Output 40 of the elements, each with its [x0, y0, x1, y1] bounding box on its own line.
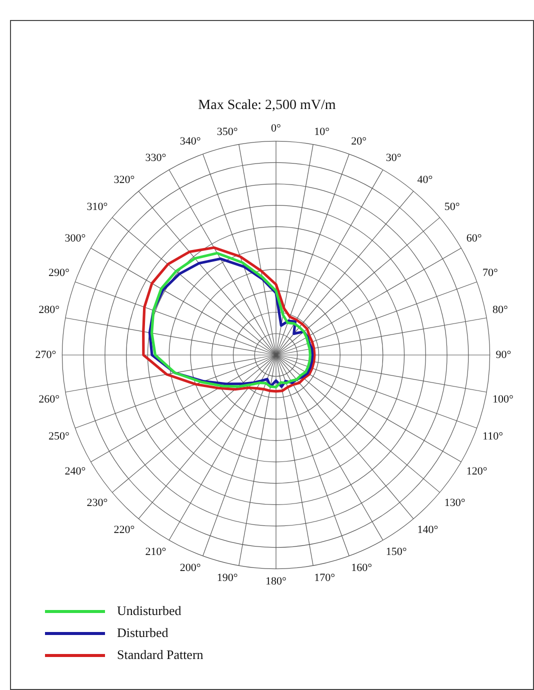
spoke-label: 80° — [492, 304, 508, 316]
spoke-label: 230° — [86, 496, 108, 509]
spoke-label: 310° — [86, 201, 108, 214]
spoke-label: 130° — [444, 496, 466, 509]
spoke-label: 260° — [38, 394, 60, 406]
spoke-label: 250° — [48, 430, 70, 443]
spoke-label: 120° — [466, 465, 488, 478]
spoke-label: 210° — [145, 546, 166, 558]
spoke-label: 330° — [145, 152, 166, 164]
spoke-label: 90° — [496, 348, 512, 361]
spoke-label: 170° — [314, 572, 336, 584]
chart-title: Max Scale: 2,500 mV/m — [197, 98, 337, 114]
spoke-label: 340° — [180, 136, 201, 148]
spoke-label: 200° — [180, 562, 201, 574]
spoke-label: 110° — [482, 430, 504, 443]
spoke-label: 40° — [417, 174, 433, 186]
spoke-label: 100° — [492, 394, 514, 406]
spoke-label: 50° — [444, 201, 460, 214]
spoke-label: 10° — [314, 126, 330, 138]
spoke-label: 140° — [417, 524, 438, 536]
spoke-label: 0° — [271, 122, 281, 134]
spoke-label: 320° — [114, 174, 135, 186]
legend-label: Undisturbed — [117, 603, 182, 619]
spoke-label: 220° — [114, 524, 135, 536]
spoke-label: 20° — [351, 136, 367, 148]
spoke-label: 190° — [216, 572, 238, 584]
spoke-label: 150° — [386, 546, 407, 558]
legend-label: Disturbed — [117, 625, 168, 641]
spoke-label: 30° — [386, 152, 402, 164]
spoke-label: 270° — [35, 348, 56, 361]
spoke-label: 70° — [482, 267, 498, 280]
spoke-label: 350° — [216, 126, 238, 138]
spoke-label: 240° — [64, 465, 86, 478]
spoke-label: 60° — [466, 232, 482, 244]
spoke-label: 300° — [64, 232, 86, 244]
spoke-label: 290° — [48, 267, 70, 280]
spoke-label: 180° — [266, 575, 286, 588]
spoke-label: 280° — [38, 304, 60, 316]
legend-label: Standard Pattern — [117, 647, 204, 663]
spoke-label: 160° — [351, 562, 372, 574]
